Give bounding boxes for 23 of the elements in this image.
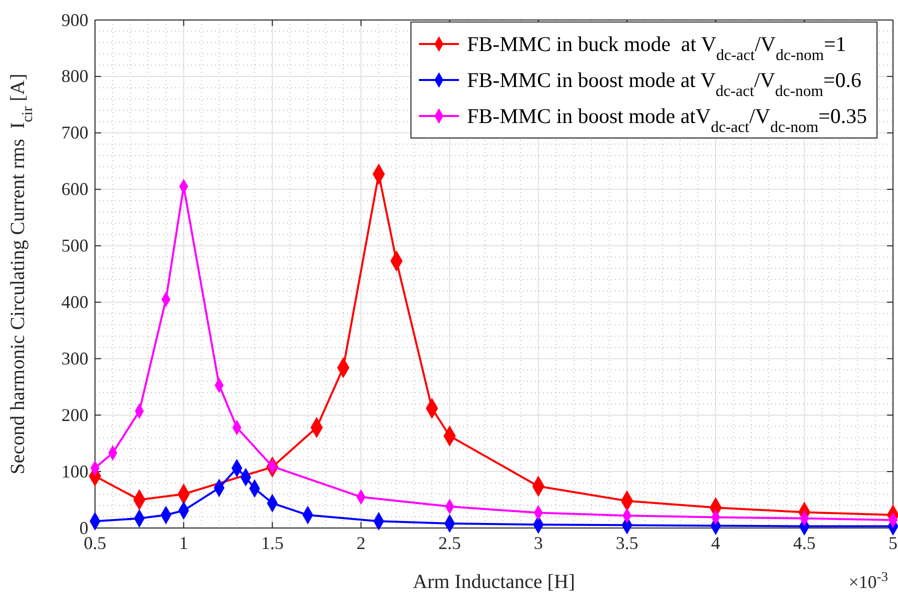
y-tick-label: 400 bbox=[61, 292, 88, 312]
x-axis-title: Arm Inductance [H] bbox=[412, 571, 576, 593]
x-tick-label: 3.5 bbox=[616, 533, 638, 553]
y-tick-label: 700 bbox=[61, 122, 88, 143]
legend-label: FB-MMC in boost mode at V$_{dc-act}$/V$_{dc-nom}$=0.6 bbox=[466, 68, 862, 100]
y-tick-label: 900 bbox=[61, 10, 88, 30]
text: ×10$^{-3}$ bbox=[848, 568, 888, 592]
y-tick-label: 500 bbox=[61, 236, 88, 256]
x-tick-label: 4.5 bbox=[793, 533, 816, 553]
y-tick-label: 800 bbox=[61, 66, 88, 86]
y-tick-label: 600 bbox=[61, 179, 88, 200]
x-tick-label: 2.5 bbox=[438, 533, 461, 553]
y-tick-label: 200 bbox=[61, 404, 88, 425]
x-tick-label: 5 bbox=[888, 533, 898, 553]
x-tick-label: 3 bbox=[534, 533, 543, 553]
x-tick-label: 1.5 bbox=[261, 533, 284, 553]
legend-label: FB-MMC in boost mode atV$_{dc-act}$/V$_{dc-nom}$=0.35 bbox=[466, 104, 867, 136]
y-tick-label: 300 bbox=[61, 348, 88, 368]
y-tick-label: 100 bbox=[61, 461, 88, 482]
x-tick-label: 4 bbox=[711, 533, 720, 553]
x-tick-label: 1 bbox=[179, 533, 188, 553]
legend-label: FB-MMC in buck mode at V$_{dc-act}$/V$_{dc-nom}$=1 bbox=[466, 32, 846, 64]
x-tick-label: 2 bbox=[356, 533, 366, 553]
